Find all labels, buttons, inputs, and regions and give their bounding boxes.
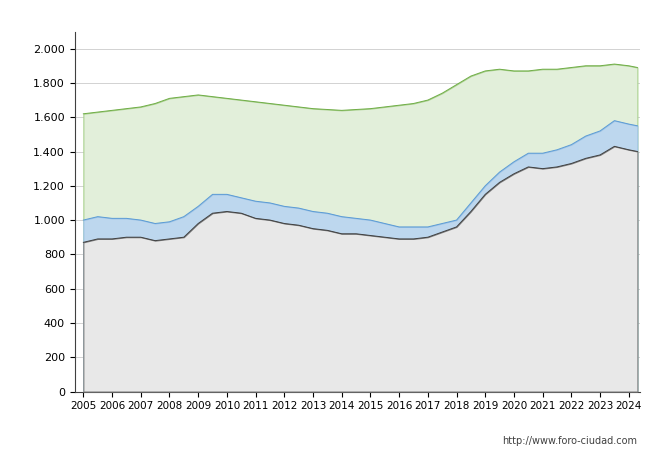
Text: http://www.foro-ciudad.com: http://www.foro-ciudad.com — [502, 436, 637, 446]
Text: Navarrete - Evolucion de la poblacion en edad de Trabajar Mayo de 2024: Navarrete - Evolucion de la poblacion en… — [82, 10, 568, 22]
